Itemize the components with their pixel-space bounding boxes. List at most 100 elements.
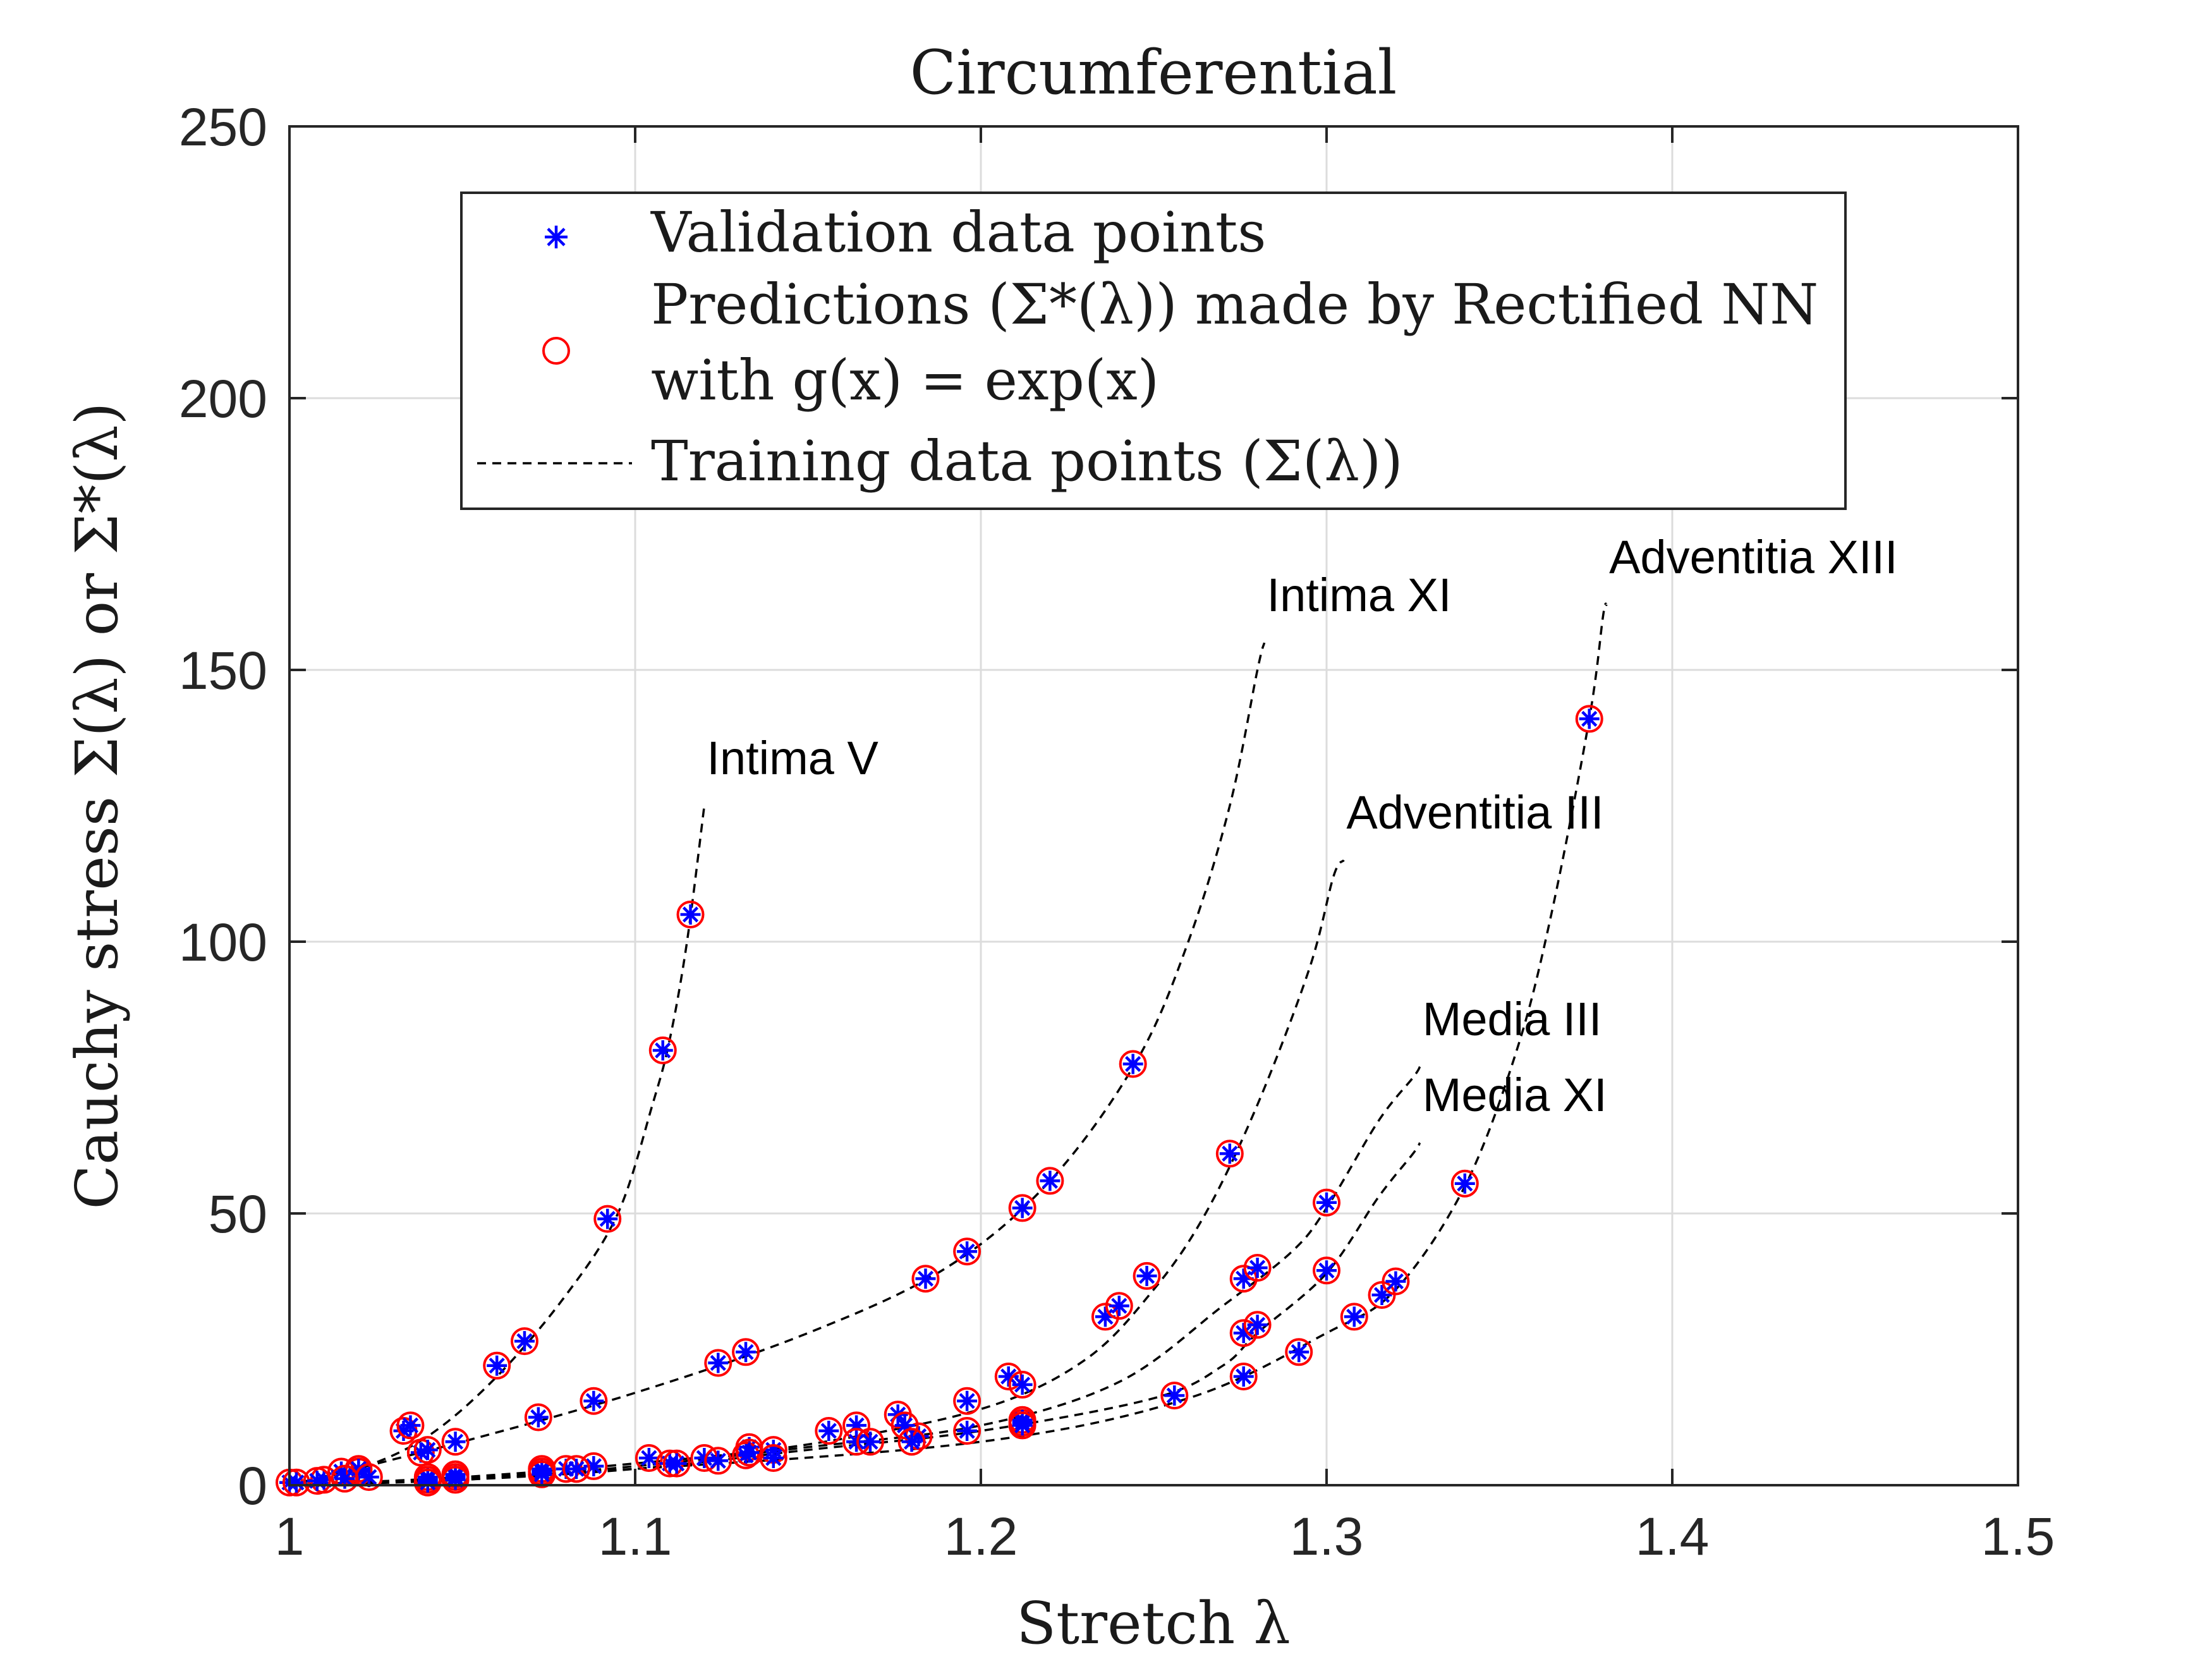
prediction-point bbox=[1229, 1363, 1258, 1390]
prediction-point bbox=[562, 1455, 591, 1483]
training-curve-intima-xi bbox=[289, 642, 1266, 1486]
prediction-point bbox=[396, 1411, 425, 1440]
validation-point bbox=[417, 1472, 438, 1493]
validation-point bbox=[445, 1431, 466, 1452]
validation-point bbox=[901, 1431, 922, 1452]
validation-point bbox=[708, 1352, 729, 1373]
prediction-point bbox=[1008, 1370, 1036, 1399]
validation-point bbox=[528, 1407, 549, 1428]
validation-point bbox=[1247, 1315, 1268, 1335]
validation-point bbox=[957, 1241, 978, 1262]
y-tick-label: 100 bbox=[179, 913, 267, 972]
prediction-point bbox=[1105, 1292, 1133, 1320]
prediction-point bbox=[1575, 705, 1603, 733]
validation-point bbox=[1219, 1143, 1240, 1164]
validation-point bbox=[708, 1450, 729, 1471]
prediction-point bbox=[953, 1417, 981, 1445]
prediction-point bbox=[524, 1403, 552, 1431]
prediction-point bbox=[759, 1444, 787, 1472]
validation-point bbox=[1164, 1385, 1185, 1406]
validation-point bbox=[1040, 1170, 1060, 1191]
legend: Validation data points Predictions (Σ*(λ… bbox=[460, 191, 1847, 510]
validation-point bbox=[583, 1455, 604, 1476]
validation-point bbox=[739, 1442, 760, 1463]
prediction-point bbox=[580, 1387, 608, 1415]
prediction-point bbox=[355, 1463, 383, 1492]
prediction-point bbox=[441, 1466, 470, 1494]
validation-point bbox=[666, 1453, 687, 1474]
prediction-point bbox=[1036, 1167, 1064, 1195]
validation-point bbox=[1233, 1323, 1254, 1344]
validation-point bbox=[763, 1448, 784, 1468]
prediction-point bbox=[483, 1351, 511, 1380]
prediction-point bbox=[662, 1449, 691, 1478]
prediction-point bbox=[510, 1327, 538, 1356]
validation-point bbox=[1012, 1415, 1033, 1436]
validation-point bbox=[1316, 1260, 1337, 1281]
series-labels: Intima V Intima XI Adventitia III Adventiti… bbox=[707, 531, 1897, 1121]
prediction-point bbox=[1215, 1139, 1244, 1168]
validation-point bbox=[1289, 1342, 1310, 1363]
prediction-point bbox=[1243, 1311, 1272, 1339]
validation-point bbox=[860, 1431, 880, 1452]
prediction-point bbox=[282, 1468, 310, 1497]
prediction-point bbox=[1119, 1050, 1147, 1078]
prediction-point bbox=[1340, 1303, 1368, 1331]
chart-title: Circumferential bbox=[910, 37, 1397, 108]
series-label-adventitia-xiii: Adventitia XIII bbox=[1609, 531, 1898, 583]
prediction-point bbox=[1160, 1382, 1189, 1410]
validation-point bbox=[1136, 1265, 1157, 1286]
validation-point bbox=[1344, 1306, 1364, 1327]
axis-ticks: 1 1.1 1.2 1.3 1.4 1.5 0 50 100 150 200 250 bbox=[179, 97, 2055, 1566]
validation-point bbox=[1385, 1271, 1406, 1292]
prediction-point bbox=[953, 1387, 981, 1415]
y-tick-label: 200 bbox=[179, 369, 267, 428]
plot-frame bbox=[288, 125, 2019, 1486]
prediction-point bbox=[1008, 1411, 1036, 1440]
y-tick-label: 0 bbox=[238, 1456, 267, 1516]
prediction-point bbox=[890, 1411, 919, 1440]
validation-point bbox=[957, 1421, 978, 1441]
y-axis-label: Cauchy stress Σ(λ) or Σ*(λ) bbox=[63, 403, 131, 1210]
series-label-adventitia-iii: Adventitia III bbox=[1346, 786, 1603, 839]
prediction-point bbox=[303, 1467, 331, 1495]
y-tick-label: 250 bbox=[179, 97, 267, 157]
prediction-point bbox=[1008, 1194, 1036, 1222]
validation-point bbox=[1095, 1306, 1115, 1327]
y-tick-label: 50 bbox=[209, 1184, 267, 1244]
prediction-point bbox=[1285, 1338, 1313, 1366]
prediction-point bbox=[528, 1460, 556, 1488]
validation-point bbox=[358, 1467, 379, 1488]
prediction-point bbox=[1091, 1303, 1119, 1331]
x-tick-label: 1.1 bbox=[599, 1507, 672, 1566]
prediction-point bbox=[1313, 1256, 1340, 1285]
prediction-point bbox=[1133, 1261, 1161, 1290]
legend-label-predictions-line2: with g(x) = exp(x) bbox=[651, 348, 1159, 413]
validation-point bbox=[1122, 1054, 1143, 1074]
validation-point bbox=[1233, 1366, 1254, 1387]
x-axis-label: Stretch λ bbox=[1016, 1589, 1291, 1657]
validation-point bbox=[400, 1415, 421, 1436]
series-label-media-iii: Media III bbox=[1423, 993, 1602, 1045]
series-label-media-xi: Media XI bbox=[1423, 1069, 1607, 1121]
training-curve-adventitia-xiii bbox=[289, 602, 1608, 1486]
prediction-point bbox=[897, 1428, 926, 1456]
validation-point bbox=[1579, 708, 1600, 729]
validation-point bbox=[566, 1459, 587, 1480]
validation-point bbox=[1012, 1374, 1033, 1395]
validation-point bbox=[638, 1448, 659, 1468]
validation-point bbox=[1109, 1296, 1129, 1316]
training-curve-intima-v bbox=[289, 805, 706, 1486]
validation-point bbox=[957, 1390, 978, 1411]
legend-box bbox=[460, 191, 1847, 510]
prediction-point bbox=[648, 1036, 677, 1064]
validation-point bbox=[417, 1440, 438, 1461]
prediction-point bbox=[413, 1436, 442, 1464]
prediction-point bbox=[1382, 1267, 1410, 1296]
prediction-point bbox=[1229, 1265, 1258, 1293]
validation-point bbox=[532, 1464, 552, 1485]
data-points bbox=[276, 705, 1603, 1497]
prediction-point bbox=[911, 1265, 940, 1293]
series-label-intima-xi: Intima XI bbox=[1267, 569, 1452, 621]
validation-point bbox=[1454, 1173, 1475, 1194]
